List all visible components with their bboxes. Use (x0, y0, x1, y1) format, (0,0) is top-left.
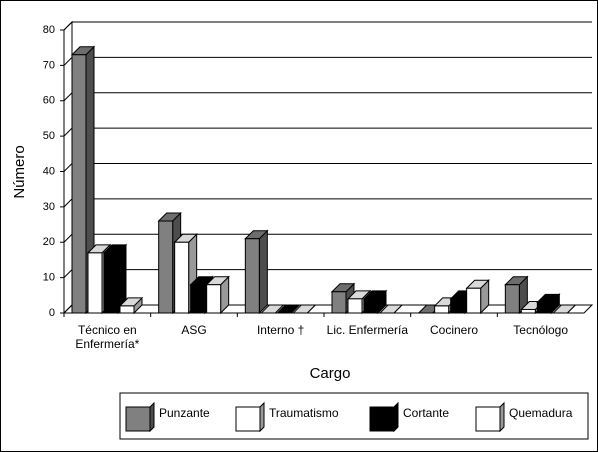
legend-swatch (369, 406, 395, 432)
bar-top (260, 304, 285, 314)
bar-front (450, 298, 466, 314)
legend-label: Quemadura (509, 406, 573, 420)
legend-label: Cortante (403, 406, 449, 420)
grid-line-side (63, 163, 73, 172)
grid-line-side (63, 269, 73, 278)
legend-swatch-side (499, 401, 505, 433)
bar-front (103, 252, 119, 314)
y-tick-label: 0 (49, 307, 55, 319)
bar-side (258, 229, 268, 315)
legend-swatch (125, 406, 151, 432)
x-tick-label: Técnico en Enfermería* (75, 323, 140, 351)
x-tick-label: Lic. Enfermería (326, 323, 409, 337)
bar (118, 296, 144, 315)
bar (536, 293, 561, 315)
legend-label: Punzante (159, 406, 210, 420)
bar (276, 304, 301, 314)
bar-front (331, 291, 347, 314)
bar-front (119, 305, 135, 314)
grid-line-side (63, 304, 73, 314)
legend-box (119, 392, 589, 440)
x-tick-label: Cocinero (429, 323, 479, 337)
x-tick-label: Interno † (256, 323, 305, 337)
legend-swatch-side (259, 401, 265, 433)
grid-line-side (63, 233, 73, 243)
y-tick-label: 50 (43, 130, 55, 142)
y-tick-label: 80 (43, 24, 55, 36)
x-tick-label: ASG (181, 323, 207, 337)
y-tick-label: 70 (43, 59, 55, 71)
grid-line-side (63, 198, 73, 208)
bar (465, 279, 490, 315)
legend-swatch (475, 406, 501, 432)
bar (362, 289, 388, 315)
bar-top (292, 304, 317, 314)
bar-front (504, 284, 520, 314)
legend-swatch-side (149, 401, 155, 433)
bar-top (552, 304, 577, 314)
y-tick-label: 30 (43, 201, 55, 213)
grid-line-side (63, 127, 73, 137)
bar-front (190, 284, 206, 314)
bar (552, 304, 577, 314)
bar-front (363, 298, 379, 314)
bar-front (174, 241, 190, 314)
bar-front (536, 301, 552, 314)
bar-front (466, 287, 482, 314)
bar (244, 229, 269, 315)
bar-top (378, 304, 404, 314)
y-tick-label: 60 (43, 95, 55, 107)
bar-top (276, 304, 301, 314)
bar (260, 304, 285, 314)
bar (205, 275, 230, 315)
legend-swatch-side (393, 401, 399, 433)
y-tick-label: 20 (43, 236, 55, 248)
x-tick-label: Tecnólogo (513, 323, 569, 337)
bar-front (206, 284, 222, 314)
bar-front (244, 238, 260, 314)
bar-front (434, 305, 450, 314)
bar-front (520, 308, 536, 314)
grid-line-side (63, 57, 73, 66)
bar-front (71, 54, 87, 314)
bar-front (87, 252, 103, 314)
legend-label: Traumatismo (269, 406, 339, 420)
legend-swatch (235, 406, 261, 432)
y-axis-label: Número (11, 145, 28, 198)
x-axis-label: Cargo (310, 365, 351, 382)
bar-front (347, 298, 363, 314)
grid-line-side (63, 21, 73, 31)
bar (378, 304, 404, 314)
bar (292, 304, 317, 314)
grid-line-side (63, 92, 73, 102)
y-tick-label: 10 (43, 272, 55, 284)
y-tick-label: 40 (43, 165, 55, 177)
bar-front (158, 220, 174, 314)
bar (102, 243, 128, 315)
